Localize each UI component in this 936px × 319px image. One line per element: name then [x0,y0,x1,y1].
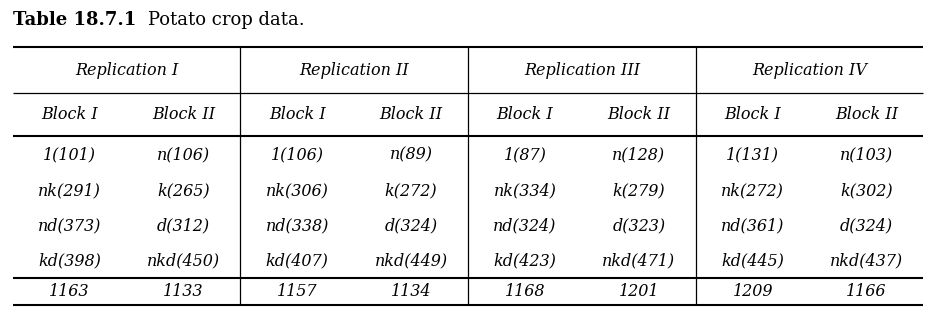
Text: 1209: 1209 [732,283,773,300]
Text: k(272): k(272) [385,182,437,200]
Text: nd(324): nd(324) [493,218,557,234]
Text: nkd(471): nkd(471) [602,252,676,269]
Text: Table 18.7.1    Potato crop data.: Table 18.7.1 Potato crop data. [12,11,305,29]
Text: 1166: 1166 [846,283,886,300]
Text: Block II: Block II [379,106,443,123]
Text: Block II: Block II [152,106,215,123]
Text: nd(373): nd(373) [37,218,101,234]
Text: Block II: Block II [835,106,898,123]
Text: nk(291): nk(291) [38,182,101,200]
Text: kd(398): kd(398) [38,252,101,269]
Text: k(265): k(265) [157,182,210,200]
Text: 1(106): 1(106) [271,146,324,163]
Text: d(324): d(324) [385,218,438,234]
Text: Block I: Block I [41,106,98,123]
Text: Replication I: Replication I [75,62,178,79]
Text: Replication II: Replication II [300,62,409,79]
Text: Block I: Block I [497,106,553,123]
Text: nk(334): nk(334) [493,182,556,200]
Text: nkd(437): nkd(437) [830,252,903,269]
Text: 1163: 1163 [50,283,90,300]
Text: Block II: Block II [607,106,670,123]
Text: k(279): k(279) [612,182,665,200]
Text: kd(423): kd(423) [493,252,556,269]
Text: 1168: 1168 [505,283,545,300]
Text: nkd(450): nkd(450) [147,252,220,269]
Text: n(128): n(128) [612,146,665,163]
Text: nkd(449): nkd(449) [374,252,447,269]
Text: nk(306): nk(306) [266,182,329,200]
Text: 1(131): 1(131) [726,146,779,163]
Text: kd(445): kd(445) [722,252,784,269]
Text: nd(338): nd(338) [266,218,329,234]
Text: Replication IV: Replication IV [753,62,867,79]
Text: nd(361): nd(361) [721,218,784,234]
Text: k(302): k(302) [841,182,893,200]
Text: d(324): d(324) [840,218,893,234]
Text: n(89): n(89) [389,146,432,163]
Text: d(312): d(312) [157,218,210,234]
Text: 1(87): 1(87) [504,146,547,163]
Text: 1(101): 1(101) [43,146,96,163]
Text: d(323): d(323) [612,218,665,234]
Text: nk(272): nk(272) [722,182,784,200]
Text: Replication III: Replication III [524,62,640,79]
Text: 1134: 1134 [391,283,431,300]
Text: kd(407): kd(407) [266,252,329,269]
Text: n(103): n(103) [840,146,893,163]
Text: Table 18.7.1: Table 18.7.1 [12,11,136,29]
Text: 1157: 1157 [277,283,317,300]
Text: Block I: Block I [724,106,781,123]
Text: 1201: 1201 [619,283,659,300]
Text: 1133: 1133 [163,283,204,300]
Text: n(106): n(106) [157,146,210,163]
Text: Block I: Block I [269,106,326,123]
Text: Potato crop data.: Potato crop data. [148,11,304,29]
